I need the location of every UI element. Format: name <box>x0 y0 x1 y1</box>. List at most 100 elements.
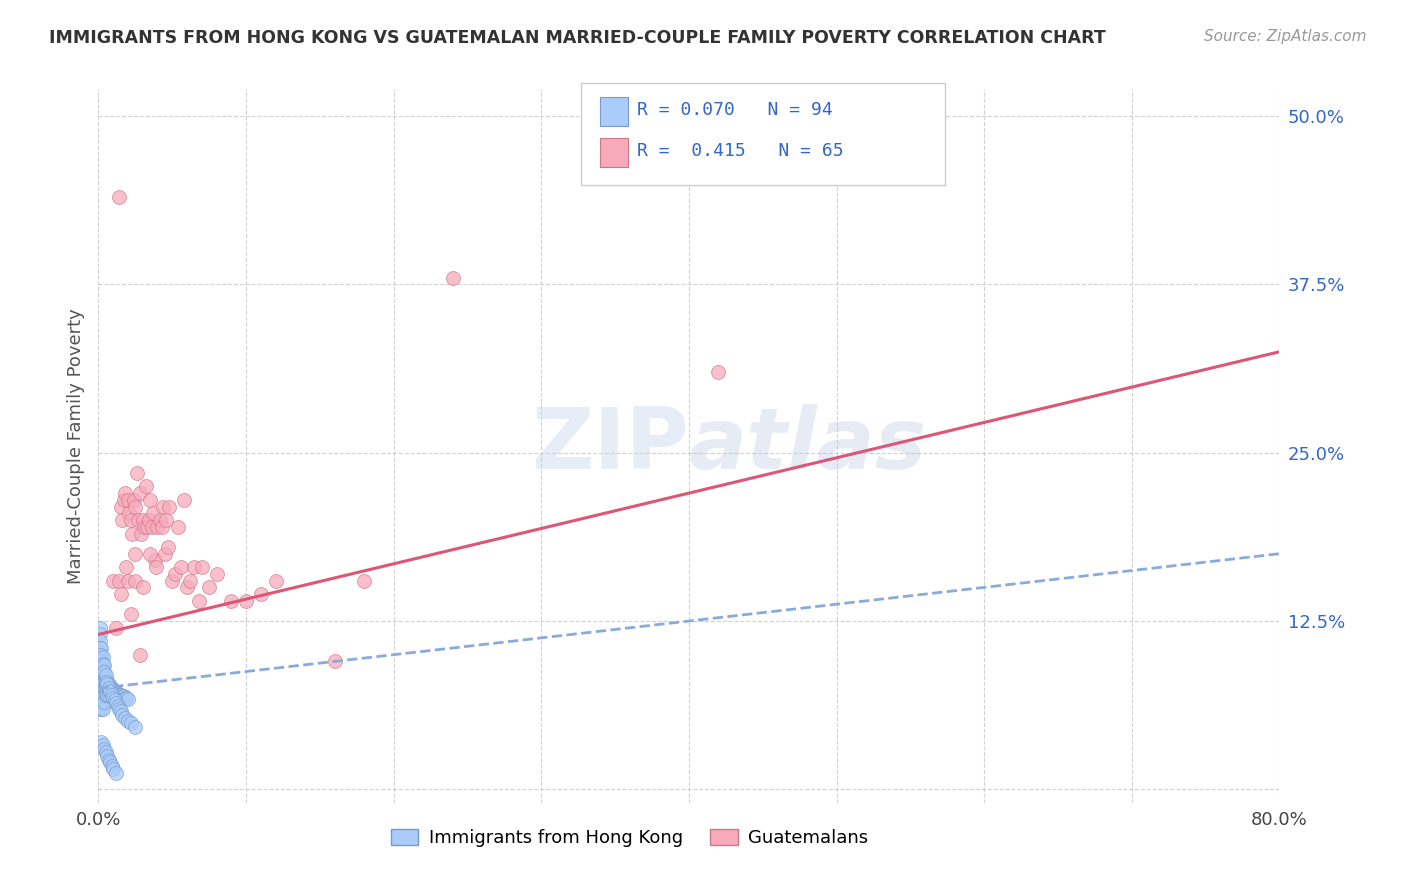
Point <box>96 748 118 763</box>
Point <box>221 594 243 608</box>
Point <box>89 621 111 635</box>
Point <box>98 684 121 698</box>
Point <box>93 742 115 756</box>
Point <box>117 574 139 588</box>
Point <box>120 607 142 622</box>
Point <box>191 560 214 574</box>
Point <box>128 486 150 500</box>
Point <box>146 520 169 534</box>
Point <box>91 661 114 675</box>
Point <box>142 506 165 520</box>
Point <box>96 688 118 702</box>
Point <box>707 365 730 379</box>
Point <box>103 682 125 697</box>
Point <box>105 685 128 699</box>
Point <box>205 566 228 581</box>
Point <box>100 681 122 696</box>
Point <box>198 580 221 594</box>
Point <box>89 634 111 648</box>
Point <box>91 657 114 672</box>
Point <box>103 688 125 702</box>
Point <box>105 696 128 710</box>
Point <box>353 574 375 588</box>
Point <box>115 560 138 574</box>
Point <box>91 668 114 682</box>
Point <box>103 690 125 705</box>
Point <box>90 695 112 709</box>
Point <box>127 513 149 527</box>
Point <box>90 681 112 696</box>
Point <box>264 574 287 588</box>
Point <box>110 587 132 601</box>
Point <box>90 661 112 675</box>
Point <box>128 648 150 662</box>
Text: IMMIGRANTS FROM HONG KONG VS GUATEMALAN MARRIED-COUPLE FAMILY POVERTY CORRELATIO: IMMIGRANTS FROM HONG KONG VS GUATEMALAN … <box>49 29 1107 46</box>
Point <box>97 677 120 691</box>
Point <box>90 655 112 669</box>
Point <box>94 745 117 759</box>
Point <box>89 661 111 675</box>
Point <box>107 687 129 701</box>
Point <box>111 690 134 704</box>
Point <box>91 688 114 702</box>
Point <box>187 594 209 608</box>
Point <box>98 685 121 699</box>
Point <box>104 693 127 707</box>
Point <box>97 682 120 697</box>
Point <box>135 479 157 493</box>
Point <box>89 674 111 689</box>
Point <box>111 513 134 527</box>
Point <box>139 492 162 507</box>
Point <box>105 766 128 780</box>
Point <box>90 674 112 689</box>
Point <box>150 520 173 534</box>
Point <box>91 650 114 665</box>
Point <box>157 500 180 514</box>
Point <box>117 692 139 706</box>
Point <box>162 574 183 588</box>
Point <box>138 513 160 527</box>
Point <box>118 506 141 520</box>
Text: ZIP: ZIP <box>531 404 689 488</box>
Point <box>108 688 131 702</box>
Point <box>97 681 120 696</box>
Point <box>93 668 115 682</box>
Point <box>94 668 117 682</box>
Point <box>139 547 162 561</box>
Point <box>100 687 122 701</box>
Point <box>91 674 114 689</box>
Point <box>124 500 146 514</box>
Point <box>110 704 132 718</box>
Point <box>179 574 201 588</box>
Point <box>114 486 136 500</box>
Point <box>121 526 143 541</box>
Point <box>91 738 114 752</box>
Point <box>103 762 125 776</box>
Point <box>108 574 131 588</box>
Point <box>94 677 117 691</box>
Point <box>89 640 111 655</box>
Point <box>145 560 167 574</box>
Point <box>90 655 112 669</box>
Point <box>98 756 121 770</box>
Point <box>167 520 190 534</box>
Point <box>136 520 159 534</box>
Point <box>89 688 111 702</box>
Text: R =  0.415   N = 65: R = 0.415 N = 65 <box>637 142 844 160</box>
Point <box>89 701 111 715</box>
Point <box>91 664 114 678</box>
Point <box>90 701 112 715</box>
Point <box>170 560 193 574</box>
Text: atlas: atlas <box>689 404 927 488</box>
Point <box>108 701 131 715</box>
Point <box>93 665 115 680</box>
Point <box>89 655 111 669</box>
Point <box>94 672 117 686</box>
Point <box>100 688 122 702</box>
Point <box>107 698 129 713</box>
Point <box>250 587 273 601</box>
Point <box>98 680 121 694</box>
Point <box>93 688 115 702</box>
Point <box>90 640 112 655</box>
Point <box>93 681 115 696</box>
